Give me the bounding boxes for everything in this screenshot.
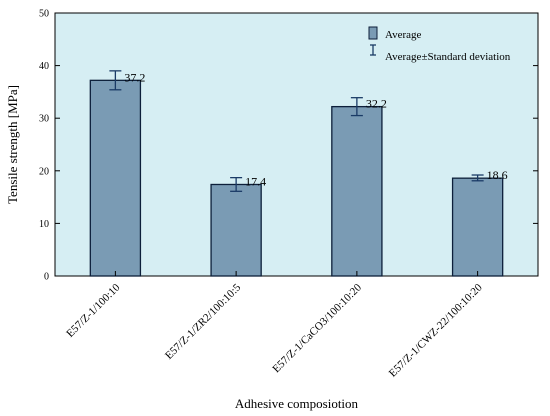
x-tick-label-3: E57/Z-1/CaCO3/100:10:20: [270, 281, 364, 375]
y-tick-label: 50: [39, 9, 49, 20]
value-labels-layer: 37.2 17.4 32.2 18.6: [124, 70, 507, 188]
y-tick-label: 30: [39, 114, 49, 125]
error-bars-layer: [109, 70, 484, 192]
bar-4: [451, 177, 504, 277]
y-tick-label: 0: [44, 272, 49, 283]
error-bar-3: [350, 97, 363, 117]
x-axis: E57/Z-1/100:10 E57/Z-1/ZR2/100:10:5 E57/Z-…: [64, 271, 485, 380]
error-bar-1: [109, 70, 122, 91]
x-tick-label-1: E57/Z-1/100:10: [64, 281, 123, 340]
bar-2: [210, 183, 262, 277]
legend-label-average: Average: [385, 29, 422, 41]
legend: Average Average±Standard deviation: [368, 26, 511, 63]
y-tick-label: 20: [39, 166, 49, 177]
y-axis-title: Tensile strength [MPa]: [5, 85, 20, 204]
error-bar-4: [471, 174, 484, 182]
legend-label-std: Average±Standard deviation: [385, 51, 511, 63]
value-label-1: 37.2: [124, 70, 145, 84]
value-label-2: 17.4: [245, 174, 266, 188]
value-label-3: 32.2: [366, 97, 387, 111]
bar-3: [331, 105, 383, 277]
bar-1: [89, 79, 142, 277]
value-label-4: 18.6: [487, 168, 508, 182]
legend-swatch-average: [368, 26, 378, 40]
legend-error-icon: [370, 44, 376, 56]
error-bar-2: [230, 176, 243, 192]
y-axis: 0 10 20 30 40 50: [39, 9, 538, 283]
y-tick-label: 10: [39, 219, 49, 230]
x-tick-label-4: E57/Z-1/CWZ-22/100:10:20: [387, 281, 485, 379]
y-tick-label: 40: [39, 61, 49, 72]
x-axis-title: Adhesive composiotion: [235, 396, 359, 411]
x-tick-label-2: E57/Z-1/ZR2/100:10:5: [163, 281, 244, 362]
